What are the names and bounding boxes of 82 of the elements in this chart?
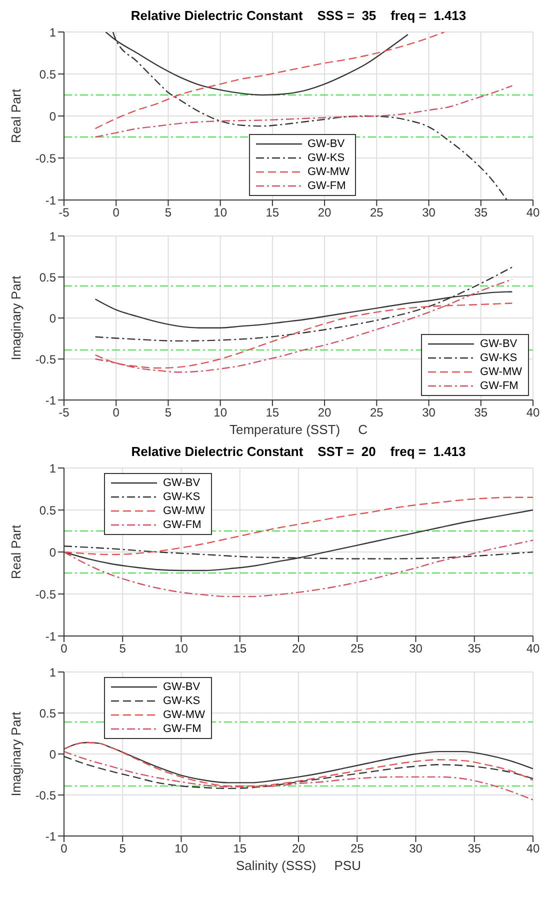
x-tick-label: 15: [266, 406, 280, 420]
y-axis-title: Imaginary Part: [8, 711, 24, 796]
y-axis-title: Real Part: [8, 524, 24, 580]
x-tick-label: 35: [468, 642, 482, 656]
x-tick-label: 25: [350, 842, 364, 856]
legend-label: GW-FM: [163, 519, 202, 531]
legend-label: GW-MW: [480, 366, 522, 378]
x-tick-label: 20: [292, 842, 306, 856]
x-tick-label: 30: [422, 406, 436, 420]
chart-title: Relative Dielectric Constant SSS = 35 freq = 1.413: [130, 8, 468, 25]
y-tick-label: -0.5: [35, 587, 56, 602]
legend-label: GW-MW: [308, 166, 350, 178]
y-tick-label: 0: [49, 109, 56, 124]
legend-label: GW-KS: [480, 352, 518, 364]
x-tick-label: 25: [370, 206, 384, 220]
x-tick-label: 40: [526, 406, 540, 420]
x-axis-title: Temperature (SST) C: [228, 422, 368, 439]
y-tick-label: -0.5: [35, 788, 56, 802]
x-tick-label: 15: [233, 842, 247, 856]
x-tick-label: 30: [409, 842, 423, 856]
x-tick-label: 30: [409, 642, 423, 656]
x-tick-label: -5: [58, 406, 70, 420]
x-tick-label: 10: [174, 842, 188, 856]
x-tick-label: 15: [266, 206, 280, 220]
x-tick-label: 25: [350, 642, 364, 656]
x-tick-label: 5: [164, 406, 172, 420]
x-tick-label: -5: [58, 206, 70, 220]
x-tick-label: 30: [422, 206, 436, 220]
x-tick-label: 10: [214, 206, 228, 220]
y-tick-label: 1: [49, 461, 56, 476]
x-tick-label: 5: [119, 842, 126, 856]
x-tick-label: 10: [174, 642, 188, 656]
legend-label: GW-BV: [308, 138, 345, 150]
y-axis-title: Real Part: [8, 88, 24, 144]
x-tick-label: 40: [526, 206, 540, 220]
y-tick-label: -0.5: [35, 352, 56, 366]
legend-label: GW-BV: [163, 681, 200, 693]
y-tick-label: 1: [49, 25, 56, 40]
x-tick-label: 0: [112, 206, 120, 220]
y-tick-label: 0: [49, 311, 56, 326]
y-tick-label: 0.5: [39, 503, 56, 518]
legend-label: GW-KS: [163, 491, 200, 503]
y-tick-label: 1: [49, 665, 56, 680]
x-tick-label: 35: [474, 206, 488, 220]
y-tick-label: 1: [49, 229, 56, 244]
x-tick-label: 5: [119, 642, 126, 656]
y-tick-label: 0: [49, 747, 56, 762]
x-tick-label: 0: [60, 642, 68, 656]
legend-label: GW-KS: [163, 695, 200, 707]
x-tick-label: 40: [526, 642, 540, 656]
x-tick-label: 20: [318, 406, 332, 420]
x-tick-label: 20: [318, 206, 332, 220]
y-tick-label: 0.5: [39, 706, 56, 720]
chart-title: Relative Dielectric Constant SST = 20 freq = 1.413: [130, 444, 467, 461]
legend-label: GW-KS: [308, 152, 345, 164]
x-tick-label: 40: [526, 842, 540, 856]
x-tick-label: 0: [60, 842, 68, 856]
y-tick-label: -0.5: [35, 151, 56, 166]
legend-label: GW-MW: [163, 709, 205, 721]
legend-label: GW-MW: [163, 505, 205, 517]
y-tick-label: -1: [45, 393, 56, 408]
legend-label: GW-BV: [480, 338, 518, 350]
x-tick-label: 20: [292, 642, 306, 656]
legend-label: GW-FM: [308, 180, 346, 192]
x-tick-label: 5: [164, 206, 172, 220]
x-tick-label: 25: [370, 406, 384, 420]
x-axis-title: Salinity (SSS) PSU: [235, 858, 362, 875]
y-tick-label: 0.5: [39, 270, 56, 284]
y-axis-title: Imaginary Part: [8, 275, 24, 360]
y-tick-label: -1: [45, 193, 56, 208]
y-tick-label: -1: [45, 829, 56, 844]
x-tick-label: 15: [233, 642, 247, 656]
x-tick-label: 35: [474, 406, 488, 420]
y-tick-label: -1: [45, 629, 56, 644]
y-tick-label: 0: [49, 545, 56, 560]
x-tick-label: 10: [214, 406, 228, 420]
y-tick-label: 0.5: [39, 67, 56, 82]
x-tick-label: 0: [112, 406, 120, 420]
legend-label: GW-FM: [480, 380, 518, 392]
x-tick-label: 35: [468, 842, 482, 856]
legend-label: GW-BV: [163, 477, 200, 489]
legend-label: GW-FM: [163, 723, 202, 735]
